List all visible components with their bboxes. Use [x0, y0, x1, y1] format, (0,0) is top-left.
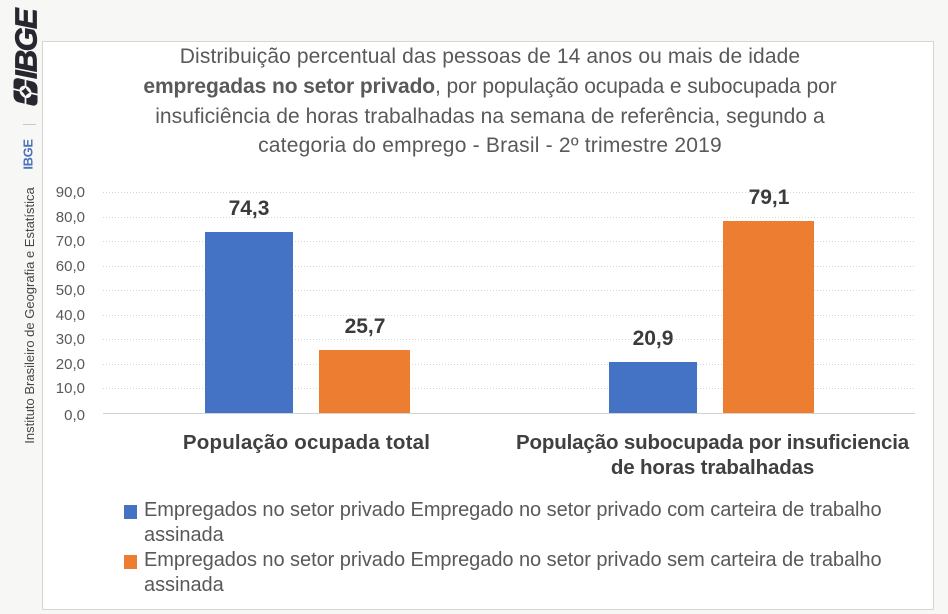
svg-text:IBGE: IBGE [9, 6, 44, 78]
